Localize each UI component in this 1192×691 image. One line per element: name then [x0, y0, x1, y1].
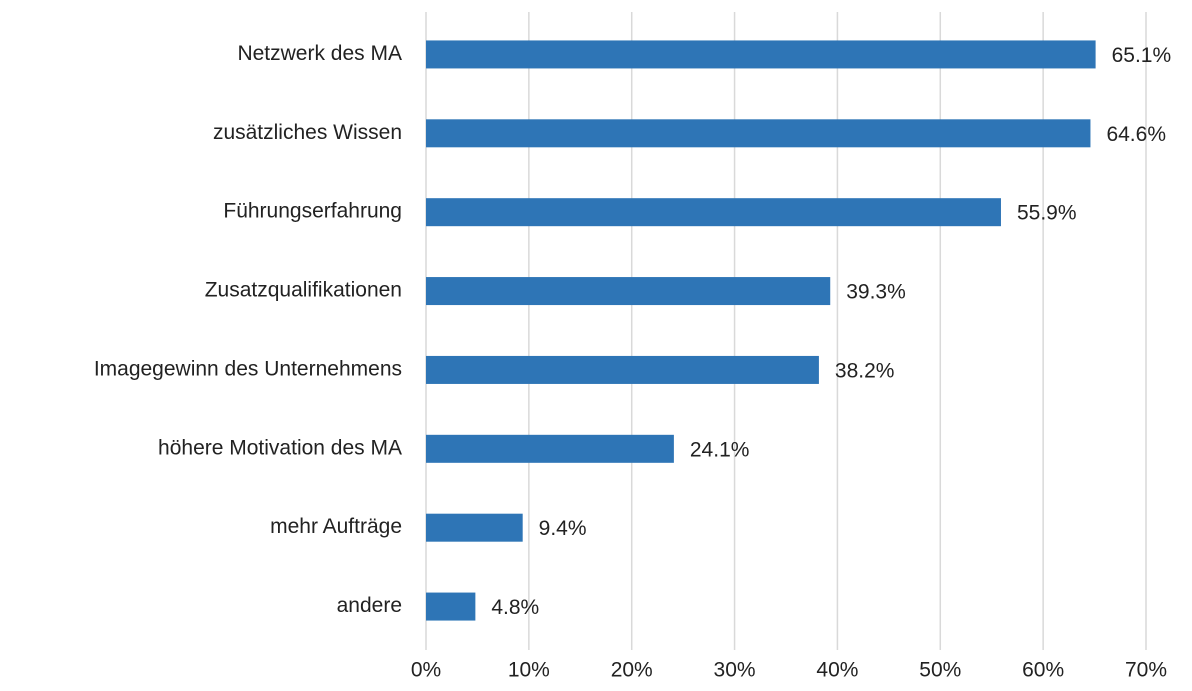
- bar: [426, 198, 1001, 227]
- x-tick-label: 60%: [1022, 659, 1064, 682]
- y-tick-label: andere: [337, 594, 402, 617]
- x-tick-label: 10%: [508, 659, 550, 682]
- y-tick-label: Imagegewinn des Unternehmens: [94, 357, 402, 380]
- data-label: 4.8%: [491, 596, 539, 619]
- y-tick-label: Führungserfahrung: [223, 200, 402, 223]
- data-label: 38.2%: [835, 359, 895, 382]
- y-tick-label: zusätzliches Wissen: [213, 121, 402, 144]
- bar: [426, 119, 1091, 148]
- bar: [426, 513, 523, 542]
- bar: [426, 592, 476, 621]
- x-tick-label: 0%: [411, 659, 441, 682]
- y-tick-label: Netzwerk des MA: [237, 42, 402, 65]
- data-label: 24.1%: [690, 438, 750, 461]
- bar: [426, 434, 674, 463]
- bar: [426, 277, 831, 306]
- x-tick-label: 50%: [919, 659, 961, 682]
- x-tick-label: 20%: [611, 659, 653, 682]
- data-label: 9.4%: [539, 517, 587, 540]
- x-tick-label: 70%: [1125, 659, 1167, 682]
- y-tick-label: mehr Aufträge: [270, 515, 402, 538]
- data-label: 55.9%: [1017, 202, 1077, 225]
- bar: [426, 355, 819, 384]
- y-tick-label: Zusatzqualifikationen: [205, 279, 402, 302]
- x-tick-label: 40%: [816, 659, 858, 682]
- y-tick-label: höhere Motivation des MA: [158, 436, 402, 459]
- data-label: 64.6%: [1106, 123, 1166, 146]
- x-tick-label: 30%: [714, 659, 756, 682]
- bar: [426, 40, 1096, 69]
- data-label: 39.3%: [846, 281, 906, 304]
- data-label: 65.1%: [1112, 44, 1172, 67]
